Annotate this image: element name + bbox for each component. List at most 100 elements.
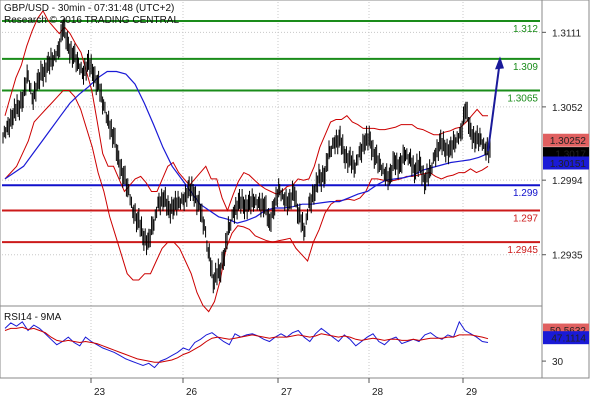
y-tick-label-3: 1.2935 — [552, 251, 583, 262]
price-candle — [279, 184, 285, 206]
price-candle — [364, 125, 370, 151]
x-tick-label-1: 26 — [186, 387, 198, 398]
price-candle — [440, 129, 446, 157]
price-candle — [299, 203, 305, 241]
price-candle — [12, 94, 18, 126]
price-candle — [324, 140, 330, 184]
price-candle — [42, 55, 48, 87]
price-candle — [294, 186, 300, 225]
price-candle — [83, 53, 88, 85]
price-candle — [108, 110, 114, 148]
level-label-4: 1.297 — [513, 213, 538, 224]
price-candle — [228, 206, 234, 234]
price-candle — [460, 103, 466, 142]
price-tag-bg-2 — [543, 156, 589, 170]
price-candle — [354, 146, 360, 174]
price-candle — [103, 99, 109, 126]
price-candle — [173, 190, 179, 216]
forecast-arrowhead — [495, 56, 504, 70]
level-label-3: 1.299 — [513, 188, 538, 199]
price-candle — [2, 120, 8, 144]
y-axis-ticks: 1.3111 1.3052 1.2994 1.2935 30 — [542, 28, 583, 368]
price-candle — [415, 151, 421, 180]
price-candle — [319, 165, 325, 192]
price-candle — [218, 250, 224, 283]
x-tick-label-3: 28 — [372, 387, 384, 398]
price-candle — [133, 203, 139, 233]
y-tick-label-2: 1.2994 — [552, 176, 583, 187]
moving-average — [4, 70, 489, 224]
price-candle — [62, 18, 68, 51]
price-candle — [304, 196, 310, 237]
price-candle — [379, 158, 385, 181]
price-candle — [269, 199, 275, 232]
price-candle — [374, 144, 380, 174]
price-candle — [153, 196, 159, 231]
price-candle — [213, 258, 219, 290]
price-candle — [254, 194, 260, 211]
price-candle — [163, 186, 169, 216]
price-candle — [143, 228, 149, 256]
price-candle — [158, 188, 164, 216]
price-candle — [389, 151, 395, 184]
price-tag-label-2: 1.30151 — [550, 159, 587, 170]
price-candle — [475, 125, 481, 152]
price-candle — [168, 196, 174, 224]
price-candle — [193, 186, 199, 216]
forecast-arrow — [487, 56, 504, 152]
x-tick-label-2: 27 — [281, 387, 293, 398]
rsi-tag-label-1: 47.1114 — [551, 334, 586, 345]
price-candle — [32, 72, 38, 110]
price-candle — [334, 129, 340, 155]
price-candle — [405, 148, 410, 166]
price-candle — [349, 146, 355, 178]
price-candle — [309, 184, 315, 214]
price-candle — [399, 144, 405, 174]
price-candle — [359, 133, 365, 163]
price-candle — [37, 60, 43, 90]
price-candle — [67, 36, 73, 68]
price-candle — [344, 146, 350, 173]
forecast-shaft — [487, 60, 501, 152]
price-candle — [425, 159, 431, 191]
price-candle — [88, 50, 94, 81]
price-candle — [274, 178, 280, 216]
price-candle — [284, 188, 290, 216]
price-candle — [118, 150, 124, 188]
chart-grid — [2, 2, 540, 376]
bollinger-upper-line — [4, 9, 488, 212]
price-candle — [93, 66, 99, 96]
level-label-2: 1.3065 — [507, 93, 538, 104]
x-tick-label-4: 29 — [466, 387, 478, 398]
level-label-0: 1.312 — [513, 24, 538, 35]
price-tag-bg-0 — [543, 133, 589, 147]
price-candle — [384, 163, 390, 191]
price-candle — [57, 21, 63, 60]
price-candle — [455, 127, 461, 149]
price-candle — [7, 108, 13, 138]
right-axis-frame — [541, 0, 590, 379]
price-candle — [435, 133, 441, 167]
price-candle — [450, 130, 456, 159]
price-candle — [98, 70, 104, 115]
rsi-ma-line — [4, 326, 489, 363]
price-candle — [128, 184, 134, 219]
price-candle — [420, 156, 426, 195]
price-candle — [138, 208, 144, 246]
price-candle — [244, 194, 249, 220]
price-candle — [183, 180, 189, 212]
level-label-5: 1.2945 — [507, 245, 538, 256]
rsi-panel-label: RSI14 - 9MA — [4, 312, 62, 323]
price-candle — [339, 125, 345, 164]
price-candle — [369, 131, 375, 169]
price-candle — [198, 190, 204, 235]
rsi-lines — [4, 320, 489, 369]
level-label-1: 1.309 — [513, 62, 538, 73]
price-candle — [470, 122, 476, 153]
price-candle — [430, 149, 436, 177]
price-tag-label-1: 1.3017 — [555, 150, 586, 161]
price-candle — [208, 243, 214, 294]
price-candle — [465, 101, 471, 137]
moving-average-line — [4, 70, 489, 224]
